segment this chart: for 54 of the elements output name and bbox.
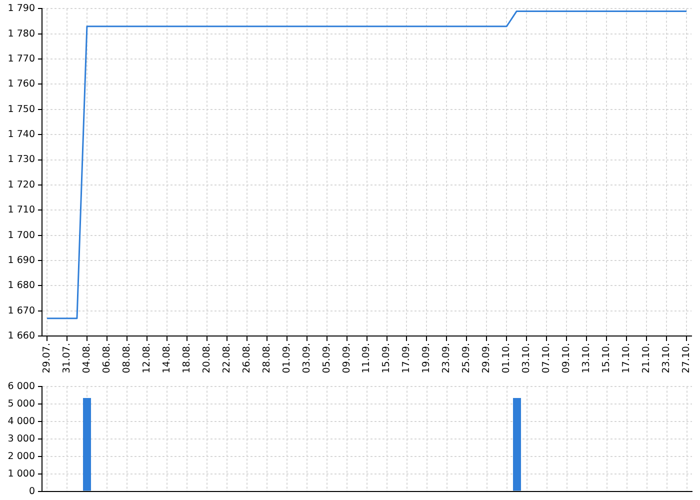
x-tick-label: 27.10. [681,343,692,374]
y-tick-label: 6 000 [8,381,35,392]
x-tick-label: 29.09. [481,343,492,374]
y-tick-label: 1 670 [8,305,35,316]
y-tick-label: 1 740 [8,129,35,140]
y-tick-label: 1 000 [8,468,35,480]
x-tick-label: 09.09. [341,343,352,374]
x-tick-label: 17.09. [401,343,412,374]
y-tick-label: 1 680 [8,280,35,292]
y-tick-label: 1 770 [8,54,35,65]
y-tick-label: 3 000 [8,433,35,444]
x-tick-label: 09.10. [561,343,572,374]
x-tick-label: 17.10. [621,343,632,374]
y-tick-label: 1 780 [8,28,35,40]
x-tick-label: 13.10. [581,343,592,374]
x-tick-label: 03.09. [301,343,312,374]
x-tick-label: 05.09. [321,343,332,374]
y-tick-label: 5 000 [8,398,35,410]
x-tick-label: 03.10. [521,343,532,374]
x-tick-label: 20.08. [201,343,212,374]
y-tick-label: 1 760 [8,78,35,90]
y-tick-label: 1 690 [8,254,35,266]
y-tick-label: 1 660 [8,330,35,342]
y-tick-label: 1 700 [8,230,35,241]
x-tick-label: 15.10. [601,343,612,374]
x-tick-label: 25.09. [461,343,472,374]
x-tick-label: 15.09. [381,343,392,374]
x-tick-label: 21.10. [641,343,652,374]
y-tick-label: 0 [28,486,35,497]
x-tick-label: 19.09. [421,343,432,374]
y-tick-label: 4 000 [8,416,35,428]
x-tick-label: 18.08. [181,343,192,374]
x-tick-label: 04.08. [81,343,92,374]
y-tick-label: 1 730 [8,154,35,166]
y-tick-label: 1 750 [8,104,35,115]
x-tick-label: 23.09. [441,343,452,374]
y-tick-label: 1 790 [8,3,35,14]
x-tick-label: 07.10. [541,343,552,374]
x-tick-label: 29.07. [41,343,52,374]
x-tick-label: 01.09. [281,343,292,374]
x-tick-label: 11.09. [361,343,372,374]
x-tick-label: 28.08. [261,343,272,374]
x-tick-label: 01.10. [501,343,512,374]
y-tick-label: 1 710 [8,204,35,216]
x-tick-label: 22.08. [221,343,232,374]
x-tick-label: 26.08. [241,343,252,374]
x-tick-label: 31.07. [61,343,72,374]
x-tick-label: 08.08. [121,343,132,374]
x-tick-label: 06.08. [101,343,112,374]
y-tick-label: 1 720 [8,179,35,190]
y-tick-label: 2 000 [8,450,35,462]
x-tick-label: 23.10. [661,343,672,374]
x-tick-label: 14.08. [161,343,172,374]
x-tick-label: 12.08. [141,343,152,374]
